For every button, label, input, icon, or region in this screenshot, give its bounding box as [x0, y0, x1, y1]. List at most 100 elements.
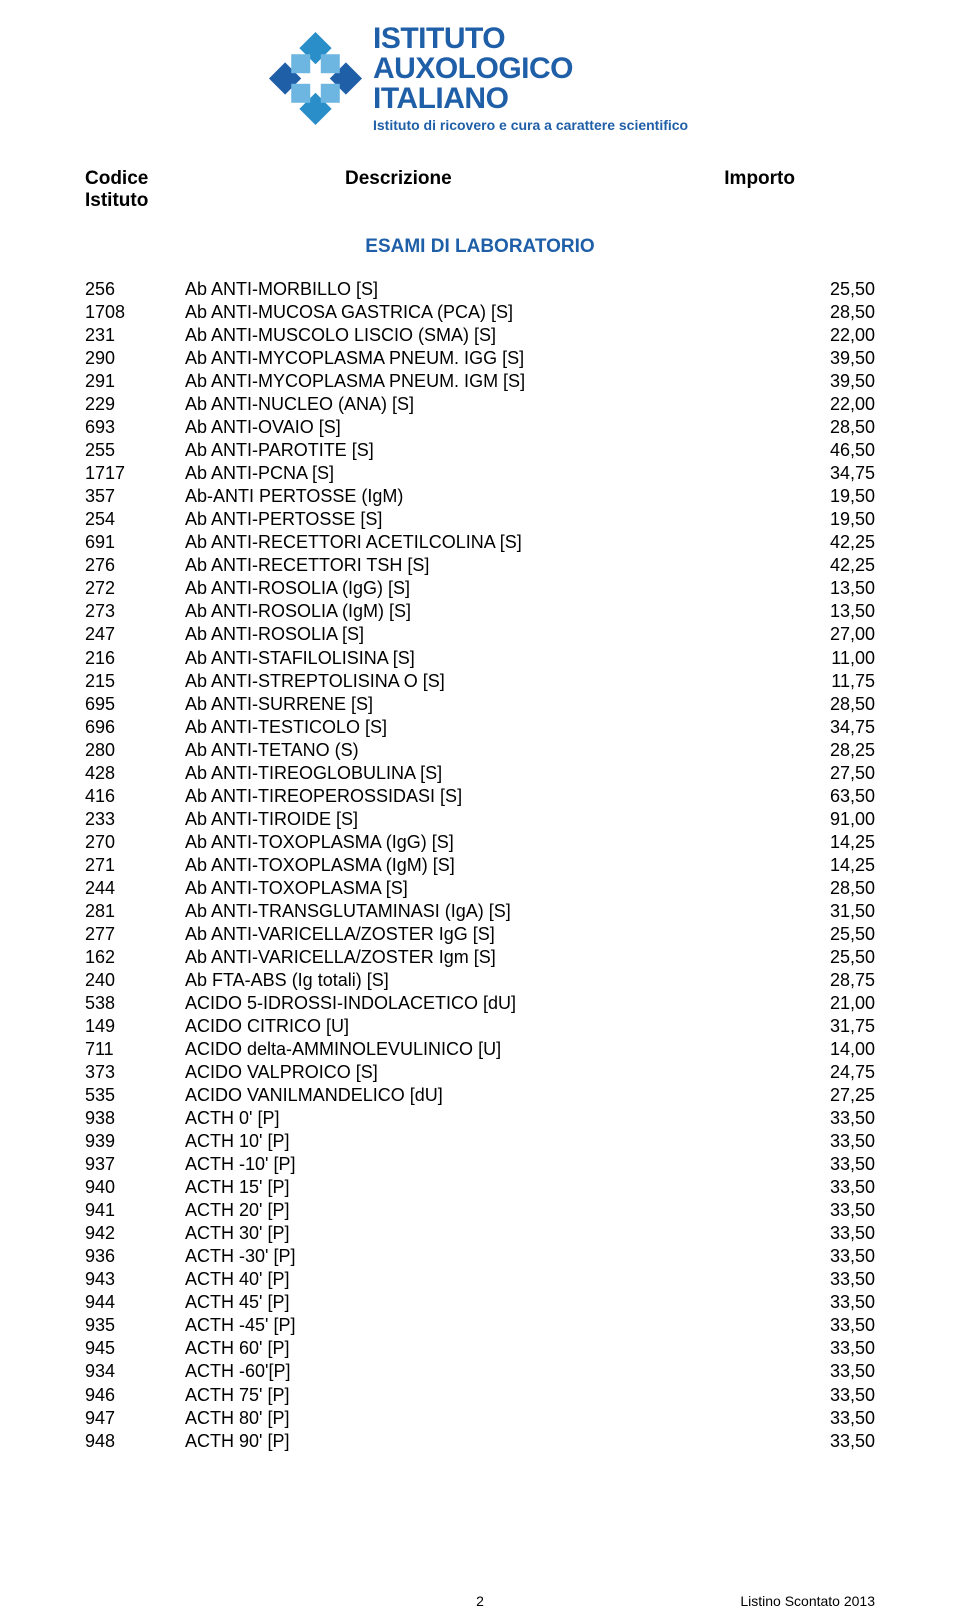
cell-amount: 91,00 — [755, 808, 875, 831]
cell-amount: 42,25 — [755, 531, 875, 554]
cell-code: 934 — [85, 1360, 185, 1383]
header-col-codice: Codice Istituto — [85, 168, 255, 212]
logo-subtitle: Istituto di ricovero e cura a carattere … — [373, 117, 688, 133]
table-row: 276Ab ANTI-RECETTORI TSH [S]42,25 — [85, 554, 875, 577]
table-row: 1717Ab ANTI-PCNA [S]34,75 — [85, 462, 875, 485]
table-row: 693Ab ANTI-OVAIO [S]28,50 — [85, 416, 875, 439]
cell-code: 254 — [85, 508, 185, 531]
cell-amount: 33,50 — [755, 1430, 875, 1453]
cell-code: 216 — [85, 647, 185, 670]
cell-code: 231 — [85, 324, 185, 347]
cell-desc: ACIDO CITRICO [U] — [185, 1015, 755, 1038]
logo-text: ISTITUTO AUXOLOGICO ITALIANO Istituto di… — [373, 24, 688, 133]
cell-amount: 39,50 — [755, 347, 875, 370]
cell-code: 936 — [85, 1245, 185, 1268]
cell-desc: Ab ANTI-TIREOGLOBULINA [S] — [185, 762, 755, 785]
cell-desc: ACTH 30' [P] — [185, 1222, 755, 1245]
cell-code: 271 — [85, 854, 185, 877]
cell-desc: ACTH 10' [P] — [185, 1130, 755, 1153]
cell-amount: 28,50 — [755, 416, 875, 439]
cell-amount: 22,00 — [755, 393, 875, 416]
cell-code: 247 — [85, 623, 185, 646]
cell-amount: 34,75 — [755, 716, 875, 739]
cell-code: 942 — [85, 1222, 185, 1245]
cell-code: 240 — [85, 969, 185, 992]
cell-code: 277 — [85, 923, 185, 946]
footer-page-number: 2 — [476, 1593, 484, 1609]
cell-desc: ACTH -45' [P] — [185, 1314, 755, 1337]
table-row: 233Ab ANTI-TIROIDE [S]91,00 — [85, 808, 875, 831]
cell-amount: 42,25 — [755, 554, 875, 577]
cell-desc: Ab ANTI-ROSOLIA [S] — [185, 623, 755, 646]
cell-desc: Ab ANTI-VARICELLA/ZOSTER IgG [S] — [185, 923, 755, 946]
table-row: 281Ab ANTI-TRANSGLUTAMINASI (IgA) [S]31,… — [85, 900, 875, 923]
cell-amount: 28,25 — [755, 739, 875, 762]
cell-code: 939 — [85, 1130, 185, 1153]
cell-desc: ACTH 15' [P] — [185, 1176, 755, 1199]
cell-amount: 33,50 — [755, 1153, 875, 1176]
table-row: 1708Ab ANTI-MUCOSA GASTRICA (PCA) [S]28,… — [85, 301, 875, 324]
table-row: 273Ab ANTI-ROSOLIA (IgM) [S]13,50 — [85, 600, 875, 623]
table-row: 947ACTH 80' [P]33,50 — [85, 1407, 875, 1430]
cell-code: 272 — [85, 577, 185, 600]
cell-amount: 33,50 — [755, 1407, 875, 1430]
table-row: 373ACIDO VALPROICO [S]24,75 — [85, 1061, 875, 1084]
cell-desc: ACTH 75' [P] — [185, 1384, 755, 1407]
cell-desc: Ab ANTI-RECETTORI TSH [S] — [185, 554, 755, 577]
cell-desc: Ab ANTI-NUCLEO (ANA) [S] — [185, 393, 755, 416]
cell-desc: ACIDO 5-IDROSSI-INDOLACETICO [dU] — [185, 992, 755, 1015]
cell-amount: 33,50 — [755, 1222, 875, 1245]
cell-desc: Ab ANTI-TOXOPLASMA (IgM) [S] — [185, 854, 755, 877]
table-row: 935ACTH -45' [P]33,50 — [85, 1314, 875, 1337]
price-table: 256Ab ANTI-MORBILLO [S]25,501708Ab ANTI-… — [85, 278, 875, 1453]
cell-code: 357 — [85, 485, 185, 508]
cell-amount: 31,75 — [755, 1015, 875, 1038]
cell-desc: Ab ANTI-TETANO (S) — [185, 739, 755, 762]
table-row: 416Ab ANTI-TIREOPEROSSIDASI [S]63,50 — [85, 785, 875, 808]
cell-code: 233 — [85, 808, 185, 831]
table-row: 270Ab ANTI-TOXOPLASMA (IgG) [S]14,25 — [85, 831, 875, 854]
cell-amount: 33,50 — [755, 1176, 875, 1199]
cell-code: 281 — [85, 900, 185, 923]
cell-amount: 33,50 — [755, 1268, 875, 1291]
cell-amount: 13,50 — [755, 600, 875, 623]
cell-desc: Ab ANTI-RECETTORI ACETILCOLINA [S] — [185, 531, 755, 554]
table-row: 938ACTH 0' [P]33,50 — [85, 1107, 875, 1130]
table-row: 691Ab ANTI-RECETTORI ACETILCOLINA [S]42,… — [85, 531, 875, 554]
cell-desc: Ab ANTI-ROSOLIA (IgG) [S] — [185, 577, 755, 600]
document-page: ISTITUTO AUXOLOGICO ITALIANO Istituto di… — [0, 0, 960, 1621]
cell-code: 270 — [85, 831, 185, 854]
cell-code: 538 — [85, 992, 185, 1015]
cell-code: 1708 — [85, 301, 185, 324]
cell-code: 149 — [85, 1015, 185, 1038]
cell-amount: 34,75 — [755, 462, 875, 485]
cell-code: 162 — [85, 946, 185, 969]
cell-desc: ACIDO VANILMANDELICO [dU] — [185, 1084, 755, 1107]
cell-code: 938 — [85, 1107, 185, 1130]
cell-code: 416 — [85, 785, 185, 808]
table-row: 939ACTH 10' [P]33,50 — [85, 1130, 875, 1153]
cell-code: 291 — [85, 370, 185, 393]
table-row: 216Ab ANTI-STAFILOLISINA [S]11,00 — [85, 647, 875, 670]
cell-amount: 25,50 — [755, 946, 875, 969]
cell-code: 941 — [85, 1199, 185, 1222]
cell-amount: 24,75 — [755, 1061, 875, 1084]
cell-amount: 33,50 — [755, 1360, 875, 1383]
table-row: 535ACIDO VANILMANDELICO [dU]27,25 — [85, 1084, 875, 1107]
table-row: 940ACTH 15' [P]33,50 — [85, 1176, 875, 1199]
table-row: 941ACTH 20' [P]33,50 — [85, 1199, 875, 1222]
cell-desc: Ab ANTI-PCNA [S] — [185, 462, 755, 485]
cell-desc: Ab ANTI-MUSCOLO LISCIO (SMA) [S] — [185, 324, 755, 347]
cell-desc: Ab ANTI-MYCOPLASMA PNEUM. IGM [S] — [185, 370, 755, 393]
cell-desc: ACIDO VALPROICO [S] — [185, 1061, 755, 1084]
table-row: 290Ab ANTI-MYCOPLASMA PNEUM. IGG [S]39,5… — [85, 347, 875, 370]
cell-desc: ACTH -60'[P] — [185, 1360, 755, 1383]
cell-desc: Ab ANTI-STREPTOLISINA O [S] — [185, 670, 755, 693]
table-row: 945ACTH 60' [P]33,50 — [85, 1337, 875, 1360]
table-row: 256Ab ANTI-MORBILLO [S]25,50 — [85, 278, 875, 301]
table-row: 711ACIDO delta-AMMINOLEVULINICO [U]14,00 — [85, 1038, 875, 1061]
cell-code: 947 — [85, 1407, 185, 1430]
cell-amount: 14,00 — [755, 1038, 875, 1061]
cell-amount: 11,00 — [755, 647, 875, 670]
cell-code: 290 — [85, 347, 185, 370]
